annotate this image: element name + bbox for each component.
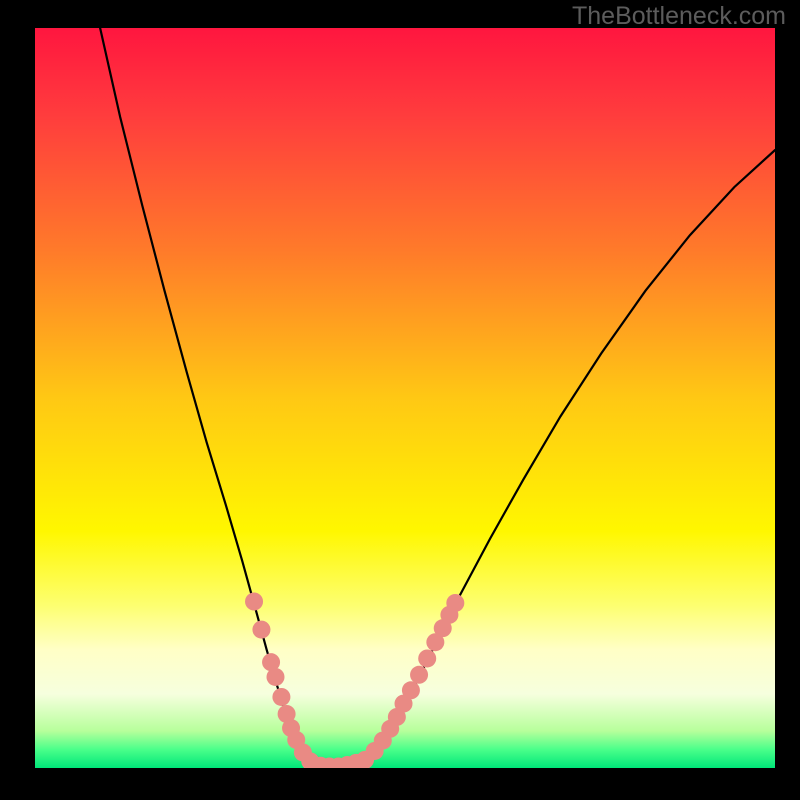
marker-right [402,681,420,699]
marker-right [410,666,428,684]
watermark-text: TheBottleneck.com [572,2,786,31]
marker-left [252,621,270,639]
chart-container: TheBottleneck.com [0,0,800,800]
marker-right [446,594,464,612]
marker-right [418,649,436,667]
gradient-background [35,28,775,768]
marker-left [245,593,263,611]
marker-left [272,688,290,706]
marker-left [267,668,285,686]
bottleneck-chart [35,28,775,768]
plot-area [35,28,775,768]
